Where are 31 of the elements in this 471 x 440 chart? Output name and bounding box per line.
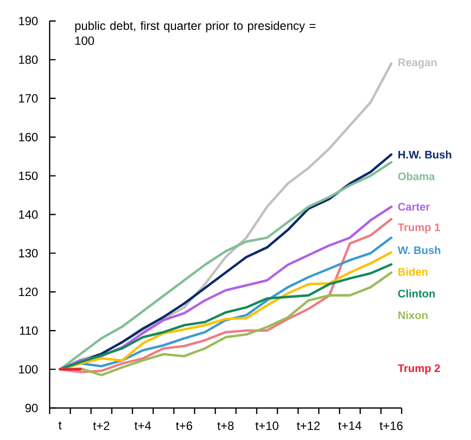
y-tick-label: 120 xyxy=(19,288,38,296)
y-tick-label: 140 xyxy=(19,210,38,219)
y-tick-label: 170 xyxy=(19,94,38,103)
text: Nixon xyxy=(398,311,428,320)
x-tick-label: t+10 xyxy=(255,422,278,430)
y-tick-label: 190 xyxy=(19,16,38,26)
x-tick-label: t+2 xyxy=(93,422,110,430)
y-tick-label: 100 xyxy=(19,365,38,374)
y-tick-label: 150 xyxy=(19,172,38,180)
text: Trump 2 xyxy=(398,364,440,374)
text: public debt, first quarter prior to presidency = 100 xyxy=(75,21,316,45)
series-label: Carter xyxy=(398,202,430,211)
x-tick-label: t+6 xyxy=(176,422,192,430)
series-label: H.W. Bush xyxy=(398,150,452,159)
x-tick-label: t+4 xyxy=(134,422,151,430)
series-label: Reagan xyxy=(398,58,437,69)
x-tick-label: t xyxy=(58,422,62,430)
y-tick-label: 130 xyxy=(19,248,38,258)
y-tick-label: 180 xyxy=(19,55,38,64)
series-label: W. Bush xyxy=(398,246,440,254)
series-label: Biden xyxy=(398,268,428,276)
x-tick-label: t+16 xyxy=(380,422,403,430)
x-tick-label: t+14 xyxy=(338,422,362,430)
series-label: Trump 1 xyxy=(398,224,440,234)
x-tick-label: t+8 xyxy=(217,422,234,430)
y-tick-label: 90 xyxy=(25,404,38,412)
text: Clinton xyxy=(398,289,435,298)
series-label: Obama xyxy=(398,172,435,180)
y-tick-label: 110 xyxy=(20,326,38,335)
y-tick-label: 160 xyxy=(19,132,38,142)
x-tick-label: t+12 xyxy=(296,422,320,430)
